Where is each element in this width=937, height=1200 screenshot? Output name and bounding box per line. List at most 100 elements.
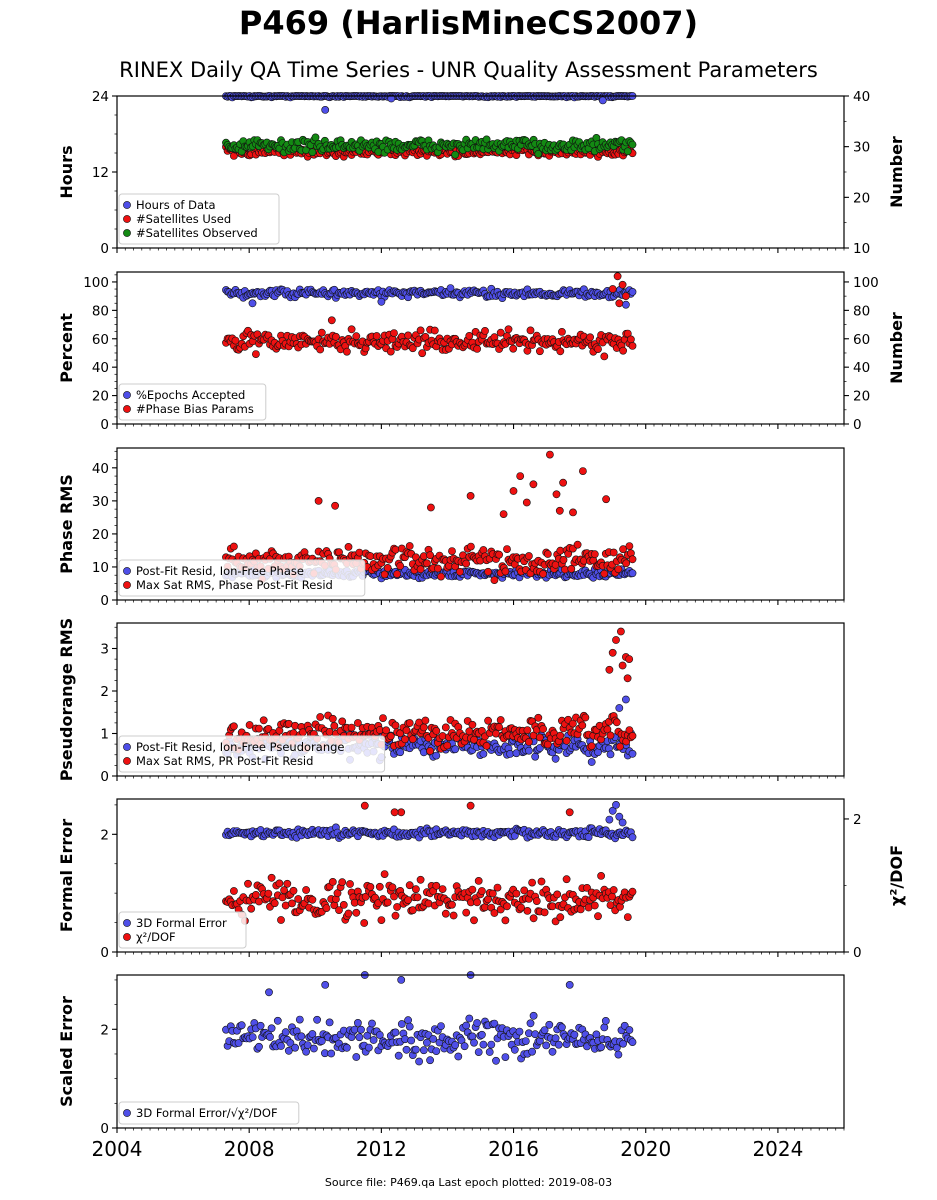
data-point — [455, 567, 464, 576]
outlier-point — [331, 501, 339, 510]
data-point — [556, 347, 565, 356]
data-point — [430, 326, 439, 335]
data-point — [614, 565, 623, 574]
data-point — [316, 345, 325, 354]
legend-marker — [123, 581, 131, 589]
data-point — [493, 883, 502, 892]
data-point — [532, 897, 541, 905]
y-tick-label: 60 — [92, 332, 109, 348]
panel-6: 2004 2008 2012 2016 2020 2024 0 2 Scaled Error 3D… — [57, 971, 845, 1161]
data-point — [592, 1030, 601, 1039]
outlier-point — [390, 808, 399, 817]
data-point — [488, 889, 497, 898]
legend-label: Max Sat RMS, Phase Post-Fit Resid — [136, 578, 333, 592]
data-point — [422, 1038, 431, 1047]
outlier-point — [605, 665, 614, 674]
y-right-tick-label: 40 — [853, 360, 870, 376]
data-point — [586, 333, 594, 342]
y-axis-label: Scaled Error — [57, 996, 76, 1107]
data-point — [609, 886, 618, 894]
data-point — [525, 552, 533, 560]
y-right-tick-label: 0 — [853, 417, 862, 433]
x-tick-label: 2016 — [488, 1137, 539, 1161]
data-point — [548, 1047, 557, 1056]
outlier-point — [248, 299, 257, 308]
y-tick-label: 40 — [92, 360, 109, 376]
data-point — [391, 721, 400, 730]
data-point — [628, 287, 637, 296]
outlier-point — [622, 300, 630, 309]
data-point — [308, 895, 317, 904]
legend-marker — [123, 1109, 131, 1117]
data-point — [528, 878, 536, 887]
legend-label: %Epochs Accepted — [136, 388, 245, 402]
data-point — [275, 879, 284, 888]
data-point — [375, 882, 384, 891]
data-point — [391, 1028, 400, 1037]
data-point — [628, 749, 637, 758]
data-point — [600, 1023, 609, 1032]
legend: Post-Fit Resid, Ion-Free PseudorangeMax … — [118, 735, 386, 773]
data-point — [328, 878, 337, 886]
data-point — [529, 914, 538, 923]
y-axis-label: Pseudorange RMS — [57, 618, 76, 781]
legend-label: Max Sat RMS, PR Post-Fit Resid — [136, 754, 313, 768]
data-point — [288, 899, 296, 908]
data-point — [551, 754, 560, 763]
data-point — [405, 1022, 414, 1031]
data-point — [451, 1041, 460, 1049]
data-point — [551, 1034, 560, 1043]
y-right-tick-label: 10 — [853, 241, 870, 257]
data-point — [484, 895, 492, 904]
data-point — [473, 1019, 481, 1027]
data-point — [247, 904, 256, 913]
outlier-point — [529, 480, 538, 489]
data-point — [408, 735, 417, 744]
y-right-tick-label: 20 — [853, 190, 870, 206]
data-point — [325, 1018, 334, 1027]
data-point — [606, 750, 615, 759]
data-point — [526, 326, 535, 335]
data-point — [570, 1030, 579, 1039]
data-point — [495, 723, 503, 731]
data-point — [625, 542, 634, 550]
legend: %Epochs Accepted#Phase Bias Params — [118, 383, 267, 421]
outlier-point — [552, 490, 561, 499]
data-point — [542, 1041, 551, 1050]
data-point — [372, 332, 381, 340]
outlier-point — [622, 292, 630, 300]
data-point — [267, 873, 276, 882]
data-point — [379, 714, 387, 722]
legend-marker — [123, 919, 131, 927]
series-5-2 — [222, 801, 637, 927]
data-point — [402, 1045, 411, 1054]
data-point — [623, 147, 632, 156]
data-point — [501, 916, 510, 925]
data-point — [479, 1040, 488, 1049]
figure-title: P469 (HarlisMineCS2007) — [238, 4, 699, 42]
data-point — [283, 879, 292, 888]
data-point — [628, 569, 637, 578]
data-point — [416, 326, 425, 335]
y-right-axis-label: Number — [887, 136, 906, 208]
outlier-point — [314, 496, 323, 505]
legend-marker — [123, 743, 131, 751]
data-point — [515, 1027, 524, 1036]
data-point — [531, 752, 540, 761]
data-point — [394, 1051, 403, 1060]
data-point — [347, 723, 356, 732]
data-point — [364, 1043, 373, 1052]
data-point — [504, 325, 513, 334]
data-point — [327, 1049, 336, 1058]
data-point — [309, 1044, 318, 1053]
series-1-3 — [222, 133, 637, 159]
data-point — [473, 344, 481, 353]
data-point — [573, 540, 582, 549]
data-point — [470, 916, 478, 925]
y-right-tick-label: 2 — [853, 812, 862, 828]
data-point — [492, 1056, 500, 1065]
data-point — [294, 895, 303, 903]
data-point — [523, 907, 532, 915]
data-point — [346, 880, 354, 888]
data-point — [438, 885, 447, 893]
